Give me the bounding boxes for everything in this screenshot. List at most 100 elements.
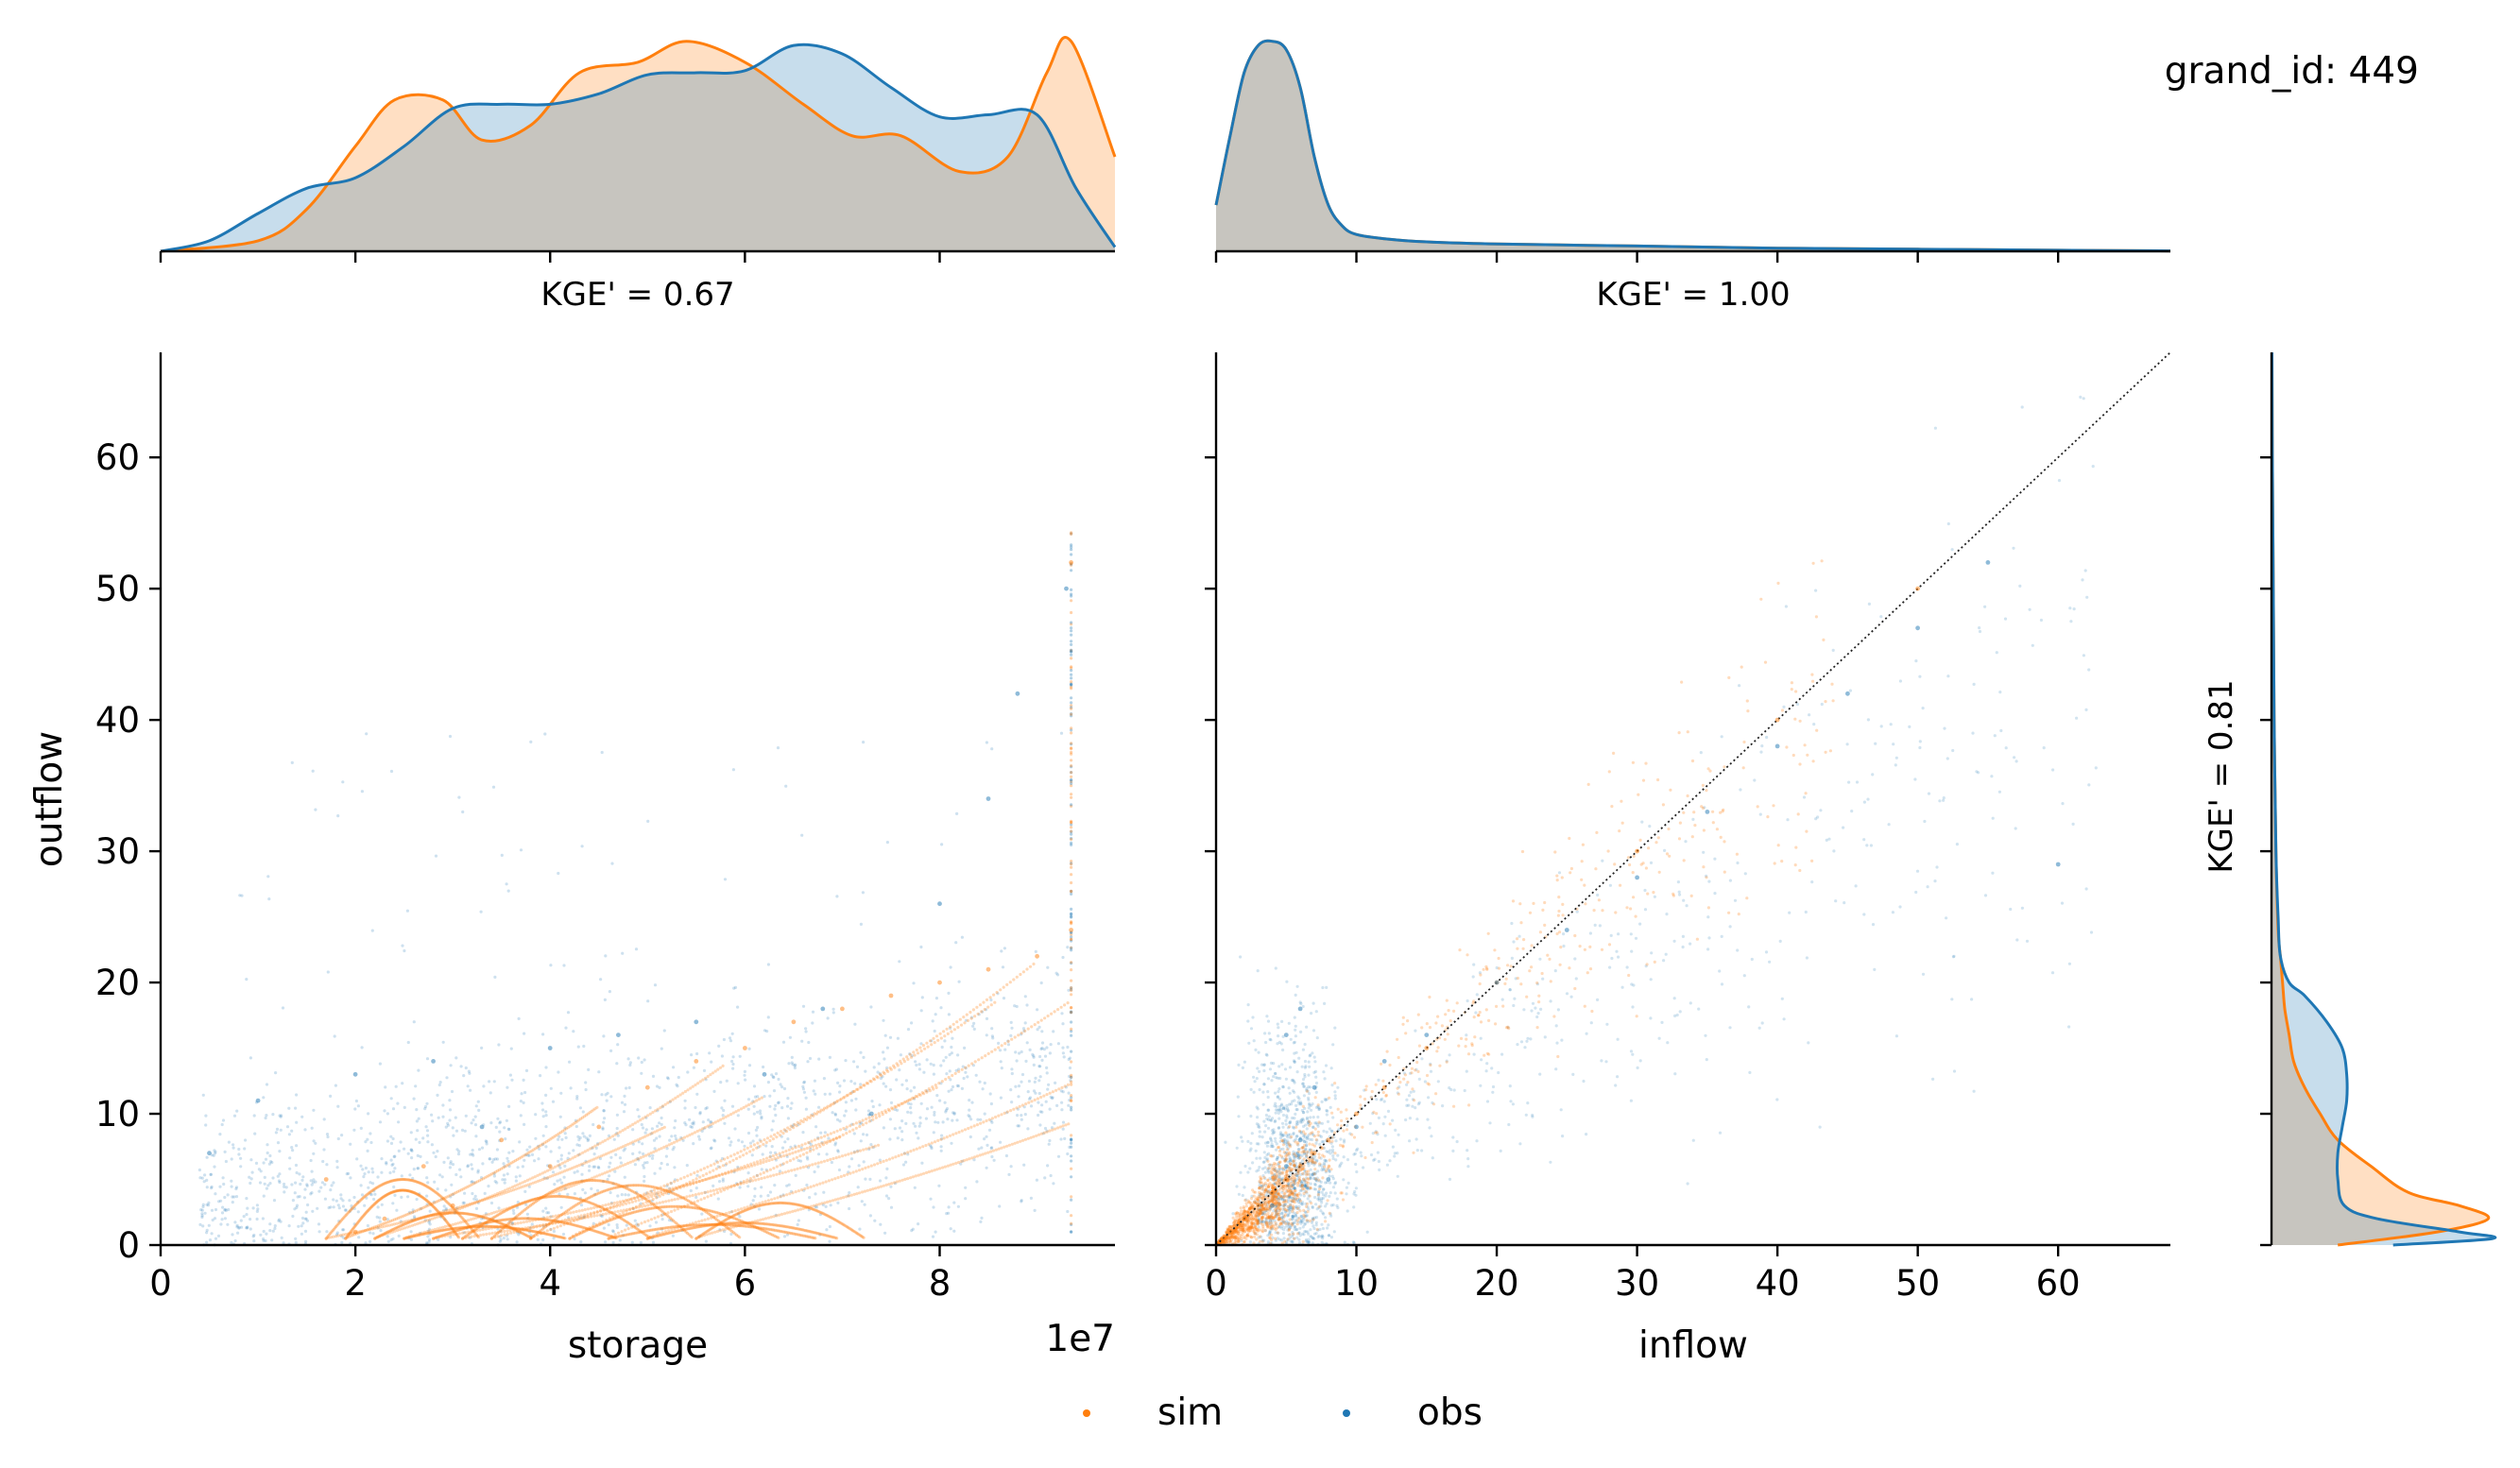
obs-point xyxy=(443,1218,447,1221)
sim-point xyxy=(780,1171,784,1175)
sim-point xyxy=(380,1196,384,1201)
sim-point xyxy=(363,1213,367,1217)
sim-point xyxy=(523,1233,526,1237)
obs-point xyxy=(717,1044,721,1048)
sim-point xyxy=(801,1119,805,1124)
obs-point xyxy=(278,1114,282,1118)
sim-point xyxy=(664,1200,668,1203)
obs-point xyxy=(295,1093,299,1097)
max-storage-point xyxy=(1070,1073,1073,1077)
obs-point xyxy=(802,1081,806,1084)
obs-point xyxy=(524,1153,528,1157)
sim-point xyxy=(428,1186,432,1190)
obs-point xyxy=(959,1162,963,1166)
sim-point xyxy=(1023,1029,1027,1033)
obs-point xyxy=(919,1042,923,1046)
sim-point xyxy=(460,1231,465,1235)
sim-point xyxy=(551,1174,555,1178)
sim-point xyxy=(646,1195,650,1200)
sim-point xyxy=(437,1199,441,1203)
sim-point xyxy=(362,1214,366,1218)
obs-point xyxy=(591,1165,595,1169)
obs-point xyxy=(197,1168,201,1172)
obs-point xyxy=(1066,946,1070,949)
sim-point xyxy=(965,1013,969,1016)
obs-point xyxy=(1038,1123,1042,1127)
sim-point xyxy=(397,1178,401,1182)
obs-point xyxy=(537,1157,540,1161)
obs-point xyxy=(772,1089,777,1093)
obs-point xyxy=(437,1083,441,1087)
obs-point xyxy=(710,1120,713,1124)
obs-point xyxy=(470,1180,473,1184)
sim-point xyxy=(646,1203,650,1207)
obs-point xyxy=(1046,1087,1050,1091)
obs-point xyxy=(314,1180,317,1184)
sim-point xyxy=(905,1055,909,1059)
obs-point xyxy=(430,1113,434,1117)
sim-point xyxy=(690,1236,694,1239)
obs-point xyxy=(413,1215,417,1219)
sim-point xyxy=(598,1213,602,1217)
obs-point xyxy=(631,1128,635,1132)
obs-point xyxy=(428,1232,432,1236)
sim-point xyxy=(386,1192,390,1196)
obs-point xyxy=(631,1152,635,1155)
sim-point xyxy=(388,1191,392,1195)
obs-point xyxy=(577,1152,581,1156)
sim-point xyxy=(488,1232,491,1236)
sim-point xyxy=(752,1161,756,1165)
obs-point xyxy=(418,1192,421,1196)
obs-point xyxy=(563,1164,567,1168)
sim-point xyxy=(562,1128,567,1132)
obs-point xyxy=(341,780,345,784)
obs-point xyxy=(1038,1065,1042,1068)
sim-point xyxy=(385,1231,388,1235)
obs-point xyxy=(743,1069,747,1073)
storage-kde-lines xyxy=(160,36,1117,253)
sim-point xyxy=(713,1069,717,1073)
obs-point xyxy=(566,1011,571,1015)
sim-point xyxy=(794,1146,797,1150)
sim-point xyxy=(671,1098,675,1101)
obs-point xyxy=(332,1205,335,1209)
sim-point xyxy=(401,1177,404,1182)
sim-point xyxy=(324,1237,328,1240)
obs-point xyxy=(1054,1081,1057,1084)
sim-point xyxy=(579,1214,583,1218)
obs-point xyxy=(620,1193,624,1197)
max-storage-point xyxy=(1070,777,1073,782)
obs-point xyxy=(503,1178,507,1182)
sim-point xyxy=(582,1161,586,1165)
obs-point xyxy=(208,1238,213,1242)
sim-point xyxy=(409,1235,413,1238)
sim-point xyxy=(404,1220,408,1223)
obs-point xyxy=(341,1204,345,1208)
obs-point xyxy=(888,1137,892,1141)
sim-point xyxy=(641,1135,644,1139)
sim-point xyxy=(451,1228,455,1232)
sim-point xyxy=(616,1147,621,1151)
obs-point xyxy=(730,1104,735,1108)
sim-point xyxy=(592,1205,596,1210)
sim-point xyxy=(429,1203,433,1206)
sim-point xyxy=(795,1155,799,1159)
max-storage-point xyxy=(1070,649,1073,653)
sim-point xyxy=(431,1228,435,1232)
max-storage-point xyxy=(1070,545,1073,549)
sim-point xyxy=(648,1133,652,1136)
sim-point xyxy=(370,1188,374,1193)
sim-point xyxy=(407,1236,411,1239)
sim-point xyxy=(443,1209,448,1213)
sim-point xyxy=(878,1114,882,1118)
sim-point xyxy=(394,1189,398,1193)
sim-point xyxy=(369,1226,373,1230)
sim-point xyxy=(519,1230,523,1234)
sim-point xyxy=(724,1171,728,1175)
sim-point xyxy=(396,1188,400,1193)
sim-point xyxy=(1000,1044,1003,1048)
obs-point xyxy=(737,1138,741,1142)
sim-point xyxy=(788,1159,793,1163)
obs-point xyxy=(1043,1054,1048,1058)
sim-point xyxy=(989,1003,993,1007)
